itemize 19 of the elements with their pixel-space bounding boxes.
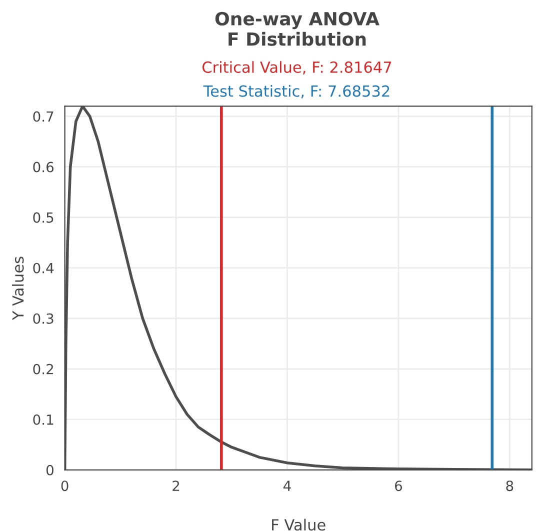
ref-line-label: Critical Value, F: 2.81647 [202,61,392,75]
y-tick-label: 0 [46,464,54,476]
chart-title: One-way ANOVA F Distribution [215,12,380,46]
y-tick-label: 0.4 [33,262,54,274]
y-tick-label: 0.6 [33,162,54,172]
x-axis-title: F Value [272,518,326,531]
x-tick-label: 2 [172,480,180,491]
ref-line-label: Test Statistic, F: 7.68532 [203,85,390,98]
y-axis-title: Y Values [12,256,24,320]
y-tick-label: 0.5 [33,212,54,223]
x-tick-label: 4 [283,480,291,491]
x-tick-label: 0 [61,480,68,492]
y-tick-label: 0.3 [33,313,54,324]
y-tick-label: 0.7 [33,111,54,122]
x-tick-label: 6 [394,480,402,492]
y-tick-label: 0.2 [33,364,53,374]
line-series [64,106,532,470]
x-tick-label: 8 [506,480,514,492]
y-tick-label: 0.1 [33,414,54,425]
